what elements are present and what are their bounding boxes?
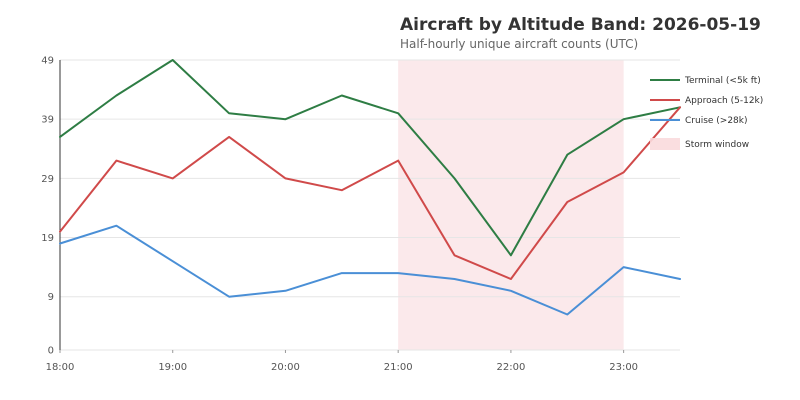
shaded-region-layer bbox=[398, 60, 624, 350]
legend-label: Storm window bbox=[685, 140, 749, 150]
y-tick-label: 39 bbox=[41, 115, 54, 126]
legend-swatch-shade bbox=[650, 138, 680, 150]
x-tick-label: 23:00 bbox=[609, 362, 638, 373]
x-tick-label: 21:00 bbox=[384, 362, 413, 373]
tick-labels: 0 9 19 29 39 49 18:00 19:00 20:00 21:00 22:00 23:00 bbox=[41, 56, 638, 374]
gridlines bbox=[60, 59, 680, 351]
x-tick-label: 19:00 bbox=[158, 362, 187, 373]
series-lines bbox=[59, 59, 681, 316]
y-tick-label: 49 bbox=[41, 56, 54, 67]
y-tick-label: 9 bbox=[48, 292, 54, 303]
chart-title: Aircraft by Altitude Band: 2026-05-19 bbox=[400, 15, 761, 35]
legend: Terminal (<5k ft) Approach (5-12k) Cruise … bbox=[650, 76, 763, 150]
shaded-region-0 bbox=[398, 60, 624, 350]
series-line-1 bbox=[59, 106, 681, 280]
legend-label: Cruise (>28k) bbox=[685, 116, 748, 126]
x-tick-label: 18:00 bbox=[46, 362, 75, 373]
y-tick-label: 29 bbox=[41, 174, 54, 185]
y-tick-label: 19 bbox=[41, 233, 54, 244]
x-tick-label: 20:00 bbox=[271, 362, 300, 373]
legend-label: Approach (5-12k) bbox=[685, 96, 763, 106]
series-line-0 bbox=[59, 59, 681, 257]
y-tick-label: 0 bbox=[48, 346, 54, 357]
series-line-2 bbox=[59, 224, 681, 316]
x-tick-label: 22:00 bbox=[496, 362, 525, 373]
legend-label: Terminal (<5k ft) bbox=[684, 76, 761, 86]
chart-subtitle: Half-hourly unique aircraft counts (UTC) bbox=[400, 37, 638, 51]
